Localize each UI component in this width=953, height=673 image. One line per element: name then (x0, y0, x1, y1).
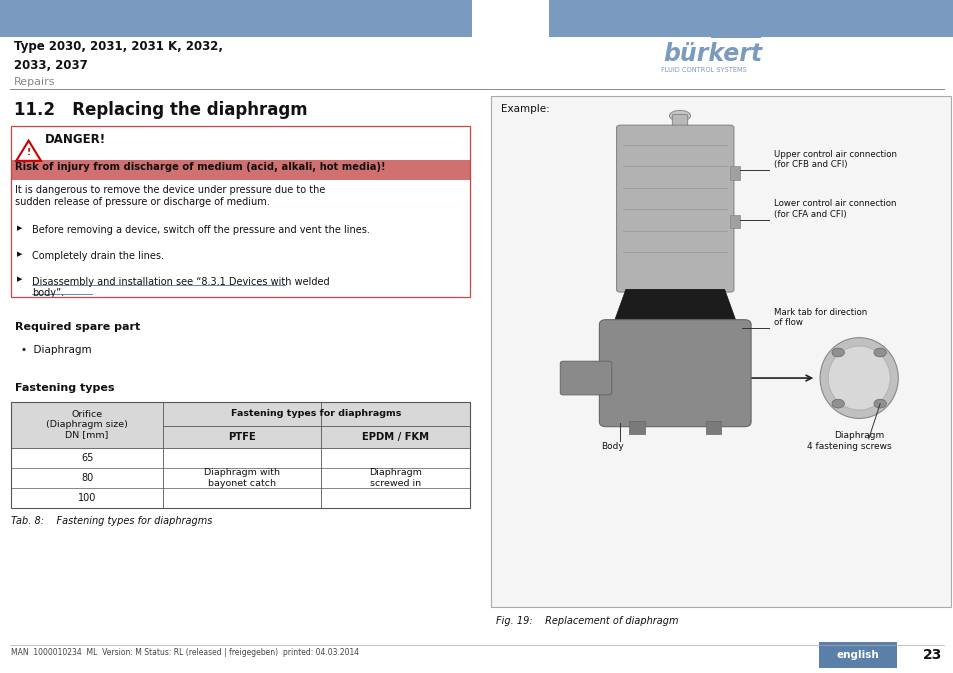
Text: Required spare part: Required spare part (15, 322, 140, 332)
Text: PTFE: PTFE (228, 431, 255, 441)
Text: Example:: Example: (500, 104, 549, 114)
Ellipse shape (827, 346, 889, 410)
Circle shape (873, 399, 885, 408)
Polygon shape (613, 289, 737, 324)
Text: Lower control air connection
(for CFA and CFI): Lower control air connection (for CFA an… (773, 199, 896, 219)
Ellipse shape (669, 110, 690, 121)
Bar (11, 126, 470, 297)
Bar (729, 166, 739, 180)
Ellipse shape (820, 338, 898, 419)
Bar (705, 421, 720, 434)
Text: 100: 100 (78, 493, 96, 503)
FancyBboxPatch shape (598, 320, 750, 427)
Text: 4 fastening screws: 4 fastening screws (806, 442, 891, 451)
Text: ▶: ▶ (17, 225, 23, 232)
Bar (729, 215, 739, 228)
Bar (11, 402, 470, 508)
Text: !: ! (27, 148, 30, 157)
Text: 23: 23 (923, 648, 942, 662)
Text: 11.2   Replacing the diaphragm: 11.2 Replacing the diaphragm (14, 101, 308, 119)
Bar (629, 421, 644, 434)
Polygon shape (16, 141, 41, 161)
Text: FLUID CONTROL SYSTEMS: FLUID CONTROL SYSTEMS (660, 67, 746, 73)
Text: bürkert: bürkert (662, 42, 761, 66)
Bar (491, 96, 950, 607)
Circle shape (831, 399, 843, 408)
Text: Body: Body (600, 442, 623, 451)
Text: •  Diaphragm: • Diaphragm (21, 345, 91, 355)
Text: Completely drain the lines.: Completely drain the lines. (32, 251, 164, 261)
Text: 2033, 2037: 2033, 2037 (14, 59, 88, 71)
Text: Fig. 19:    Replacement of diaphragm: Fig. 19: Replacement of diaphragm (496, 616, 678, 626)
Bar (548, 0, 953, 37)
Text: Diaphragm
screwed in: Diaphragm screwed in (369, 468, 422, 487)
Text: Tab. 8:    Fastening types for diaphragms: Tab. 8: Fastening types for diaphragms (11, 516, 213, 526)
Bar (11, 468, 470, 488)
FancyBboxPatch shape (559, 361, 611, 395)
Text: It is dangerous to remove the device under pressure due to the
sudden release of: It is dangerous to remove the device und… (15, 185, 325, 207)
Text: Diaphragm with
bayonet catch: Diaphragm with bayonet catch (204, 468, 280, 487)
Text: 65: 65 (81, 453, 93, 462)
Bar (818, 642, 896, 668)
Text: ▶: ▶ (17, 277, 23, 283)
Text: Fastening types: Fastening types (15, 383, 114, 393)
Bar (0, 0, 472, 37)
Text: Disassembly and installation see “8.3.1 Devices with welded
body”.: Disassembly and installation see “8.3.1 … (32, 277, 330, 298)
Bar (11, 448, 470, 468)
Text: Type 2030, 2031, 2031 K, 2032,: Type 2030, 2031, 2031 K, 2032, (14, 40, 223, 53)
Text: 80: 80 (81, 473, 93, 483)
Text: Diaphragm: Diaphragm (833, 431, 883, 439)
FancyBboxPatch shape (672, 114, 687, 129)
Bar (11, 488, 470, 508)
Text: DANGER!: DANGER! (45, 133, 106, 145)
Text: Mark tab for direction
of flow: Mark tab for direction of flow (773, 308, 866, 327)
Text: MAN  1000010234  ML  Version: M Status: RL (released | freigegeben)  printed: 04: MAN 1000010234 ML Version: M Status: RL … (11, 648, 359, 657)
Text: Risk of injury from discharge of medium (acid, alkali, hot media)!: Risk of injury from discharge of medium … (15, 162, 385, 172)
Text: english: english (836, 650, 878, 660)
Text: Upper control air connection
(for CFB and CFI): Upper control air connection (for CFB an… (773, 149, 896, 169)
Circle shape (831, 348, 843, 357)
Text: Orifice
(Diaphragm size)
DN [mm]: Orifice (Diaphragm size) DN [mm] (46, 410, 128, 439)
Text: EPDM / FKM: EPDM / FKM (362, 431, 429, 441)
Text: ▶: ▶ (17, 251, 23, 257)
Text: Fastening types for diaphragms: Fastening types for diaphragms (232, 409, 401, 418)
FancyBboxPatch shape (616, 125, 733, 292)
Bar (11, 160, 470, 180)
Text: Repairs: Repairs (14, 77, 56, 87)
Text: Before removing a device, switch off the pressure and vent the lines.: Before removing a device, switch off the… (32, 225, 370, 236)
Circle shape (873, 348, 885, 357)
Bar (11, 402, 470, 448)
